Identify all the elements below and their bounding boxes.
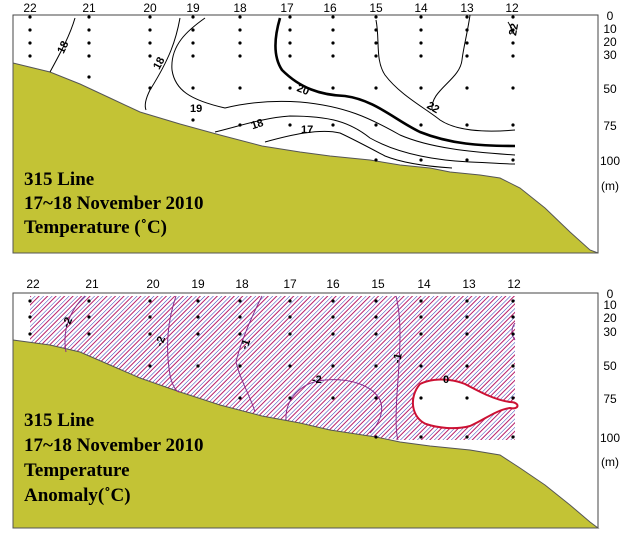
depth-label: 20 [603, 311, 617, 325]
title-line: 17~18 November 2010 [24, 435, 203, 456]
anomaly-hatched-region-red [30, 296, 515, 440]
contour-label: 19 [190, 103, 202, 115]
isotherm-18-mid [144, 17, 181, 111]
station-label: 18 [235, 277, 249, 291]
station-label: 12 [507, 277, 521, 291]
contour-label: 0 [443, 374, 449, 386]
title-line: 315 Line [24, 169, 94, 190]
anomaly-depth-labels: 0 10 20 30 50 75 100 (m) [600, 287, 620, 469]
anomaly-contour-minus2-west [64, 295, 86, 353]
anomaly-panel: -2 -2 -1 -2 -1 0 22 21 20 19 18 17 [12, 277, 620, 529]
depth-label: 10 [603, 298, 617, 312]
contour-label: 22 [425, 100, 442, 117]
depth-label: 30 [603, 325, 617, 339]
depth-label: 100 [600, 431, 620, 445]
depth-label: 0 [607, 287, 614, 301]
contour-label: -2 [312, 374, 322, 386]
station-label: 15 [371, 277, 385, 291]
anomaly-contour-minus1-edge [511, 322, 516, 341]
title-line: 315 Line [24, 410, 94, 431]
depth-label: 0 [607, 9, 614, 23]
isotherm-20 [274, 17, 516, 148]
station-label: 17 [280, 1, 294, 15]
temperature-title: 315 Line 17~18 November 2010 Temperature… [24, 169, 203, 238]
station-label: 14 [414, 1, 428, 15]
station-label: 13 [460, 1, 474, 15]
depth-label: 75 [603, 392, 617, 406]
anomaly-station-labels: 22 21 20 19 18 17 16 15 14 13 12 [26, 277, 521, 291]
temperature-panel: 18 18 19 18 17 20 22 22 22 21 20 19 [12, 1, 620, 254]
station-label: 14 [417, 277, 431, 291]
contour-label: 20 [295, 82, 311, 98]
depth-label: 20 [603, 35, 617, 49]
contour-label: -1 [391, 352, 405, 364]
station-label: 19 [191, 277, 205, 291]
anomaly-title: 315 Line 17~18 November 2010 Temperature… [24, 410, 203, 506]
depth-label: 10 [603, 22, 617, 36]
depth-unit: (m) [601, 455, 619, 469]
anomaly-contours [64, 295, 516, 441]
depth-label: 50 [603, 359, 617, 373]
isotherm-19 [171, 17, 516, 156]
station-label: 21 [82, 1, 96, 15]
temperature-contour-labels: 18 18 19 18 17 20 22 22 [55, 23, 521, 136]
contour-label: -2 [60, 316, 75, 330]
depth-label: 50 [603, 82, 617, 96]
title-line: 17~18 November 2010 [24, 193, 203, 214]
station-label: 20 [143, 1, 157, 15]
temperature-depth-labels: 0 10 20 30 50 75 100 (m) [600, 9, 620, 193]
station-label: 15 [369, 1, 383, 15]
station-label: 16 [323, 1, 337, 15]
anomaly-contour-labels: -2 -2 -1 -2 -1 0 [60, 316, 449, 386]
depth-label: 30 [603, 48, 617, 62]
station-label: 22 [23, 1, 37, 15]
anomaly-contour-minus2-mid [167, 295, 181, 393]
station-label: 16 [326, 277, 340, 291]
station-label: 22 [26, 277, 40, 291]
station-label: 19 [186, 1, 200, 15]
title-line: Temperature (˚C) [24, 217, 167, 238]
isotherm-17 [264, 130, 453, 169]
station-label: 13 [462, 277, 476, 291]
depth-label: 75 [603, 119, 617, 133]
isotherm-22-east [375, 19, 516, 132]
temperature-seabed [12, 62, 599, 254]
isotherm-22-top [507, 21, 513, 35]
station-label: 20 [146, 277, 160, 291]
station-label: 17 [283, 277, 297, 291]
title-line: Temperature [24, 460, 130, 481]
station-label: 21 [85, 277, 99, 291]
depth-label: 100 [600, 154, 620, 168]
anomaly-contour-minus2-south [285, 379, 383, 434]
anomaly-sample-points [28, 299, 515, 439]
contour-label: 18 [151, 55, 167, 71]
anomaly-contour-zero [411, 378, 519, 430]
isotherm-18-west [49, 17, 76, 73]
anomaly-seabed [12, 339, 600, 529]
depth-unit: (m) [601, 179, 619, 193]
title-line: Anomaly(˚C) [24, 485, 131, 506]
temperature-sample-points [28, 15, 515, 162]
station-label: 18 [233, 1, 247, 15]
temperature-station-labels: 22 21 20 19 18 17 16 15 14 13 12 [23, 1, 519, 15]
contour-label: 17 [301, 124, 313, 136]
anomaly-contour-minus1-east [395, 295, 401, 441]
contour-label: 18 [250, 117, 265, 132]
anomaly-contour-minus1 [235, 295, 263, 413]
isotherm-18-south [214, 115, 516, 165]
contour-label: -2 [154, 335, 169, 348]
contour-label: 18 [55, 39, 71, 55]
station-label: 12 [505, 1, 519, 15]
contour-label: -1 [239, 338, 254, 351]
